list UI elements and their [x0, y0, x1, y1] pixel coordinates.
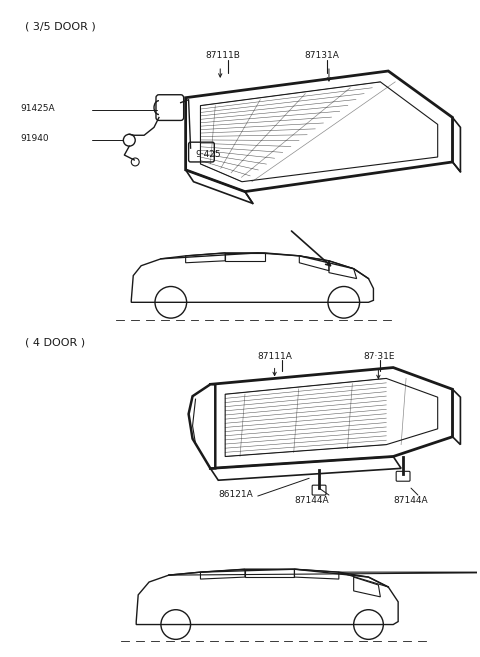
Text: ( 3/5 DOOR ): ( 3/5 DOOR ) [24, 22, 95, 32]
Text: 87131A: 87131A [304, 51, 339, 60]
Text: 87144A: 87144A [393, 496, 428, 505]
Text: 87144A: 87144A [294, 496, 329, 505]
Text: 87111B: 87111B [205, 51, 240, 60]
Text: ( 4 DOOR ): ( 4 DOOR ) [24, 338, 84, 348]
Polygon shape [189, 384, 216, 468]
Text: 86121A: 86121A [218, 490, 253, 499]
Text: 91425A: 91425A [21, 104, 55, 112]
Text: 87·31E: 87·31E [363, 351, 395, 361]
Text: 87111A: 87111A [258, 351, 293, 361]
Text: 91940: 91940 [21, 134, 49, 143]
Text: 9·425: 9·425 [195, 150, 221, 159]
